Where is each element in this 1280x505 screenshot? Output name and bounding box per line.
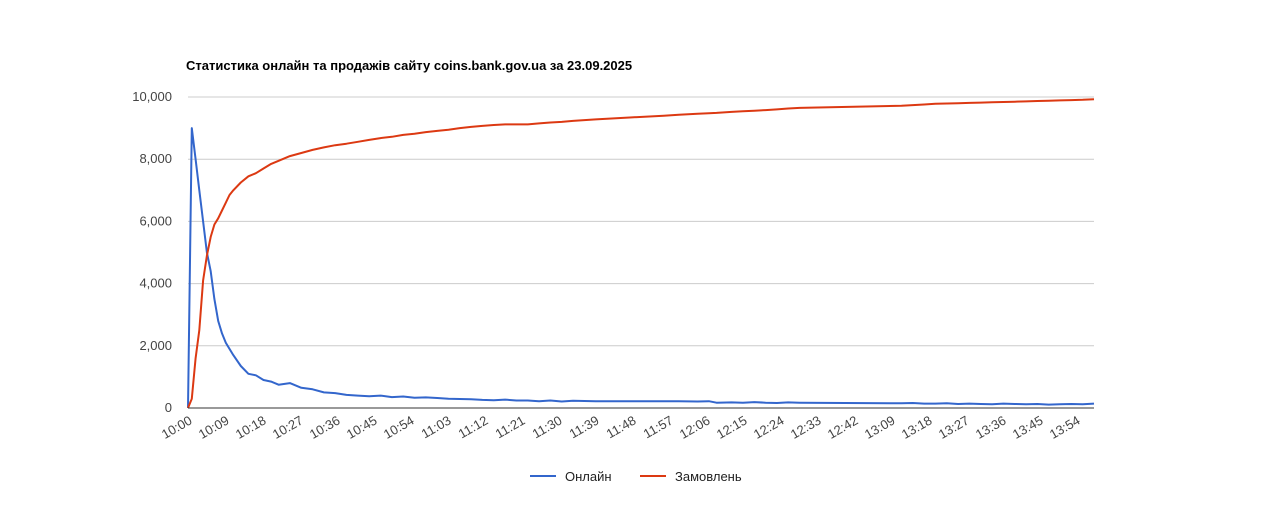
x-tick-label: 12:06 [677,413,713,442]
x-tick-label: 11:03 [419,413,454,442]
x-tick-label: 10:54 [381,413,417,442]
y-tick-label: 0 [165,400,172,415]
legend-label-orders: Замовлень [675,469,742,484]
x-tick-label: 10:09 [196,413,232,442]
x-tick-label: 10:00 [159,413,195,442]
y-tick-label: 6,000 [139,213,172,228]
x-tick-label: 13:36 [973,413,1009,442]
x-tick-label: 10:27 [270,413,306,442]
x-tick-label: 13:54 [1047,413,1083,442]
x-axis-ticks: 10:00 10:09 10:18 10:27 10:36 10:45 10:54 11:03… [159,413,1083,442]
chart-title: Статистика онлайн та продажів сайту coin… [186,58,632,73]
legend-item-orders[interactable]: Замовлень [640,469,742,484]
series-lines [187,98,1095,409]
x-tick-label: 12:42 [825,413,861,442]
legend[interactable]: Онлайн Замовлень [530,469,742,484]
x-tick-label: 10:45 [344,413,380,442]
x-tick-label: 11:39 [567,413,602,442]
x-tick-label: 13:09 [862,413,898,442]
y-axis-ticks: 0 2,000 4,000 6,000 8,000 10,000 [132,89,172,415]
x-tick-label: 13:18 [899,413,935,442]
x-tick-label: 13:45 [1010,413,1046,442]
grid-lines [188,96,1094,347]
x-tick-label: 11:48 [604,413,639,442]
legend-label-online: Онлайн [565,469,612,484]
x-tick-label: 11:12 [456,413,491,442]
y-tick-label: 10,000 [132,89,172,104]
x-tick-label: 12:24 [751,413,787,442]
x-tick-label: 10:18 [233,413,269,442]
legend-item-online[interactable]: Онлайн [530,469,612,484]
y-tick-label: 8,000 [139,151,172,166]
x-tick-label: 10:36 [307,413,343,442]
x-tick-label: 12:33 [788,413,824,442]
y-tick-label: 2,000 [139,338,172,353]
series-line-orders [187,98,1095,409]
x-tick-label: 11:21 [493,413,528,442]
x-tick-label: 11:57 [641,413,676,442]
x-tick-label: 13:27 [936,413,972,442]
series-line-online [187,127,1095,409]
x-tick-label: 12:15 [714,413,750,442]
x-tick-label: 11:30 [530,413,565,442]
y-tick-label: 4,000 [139,276,172,291]
